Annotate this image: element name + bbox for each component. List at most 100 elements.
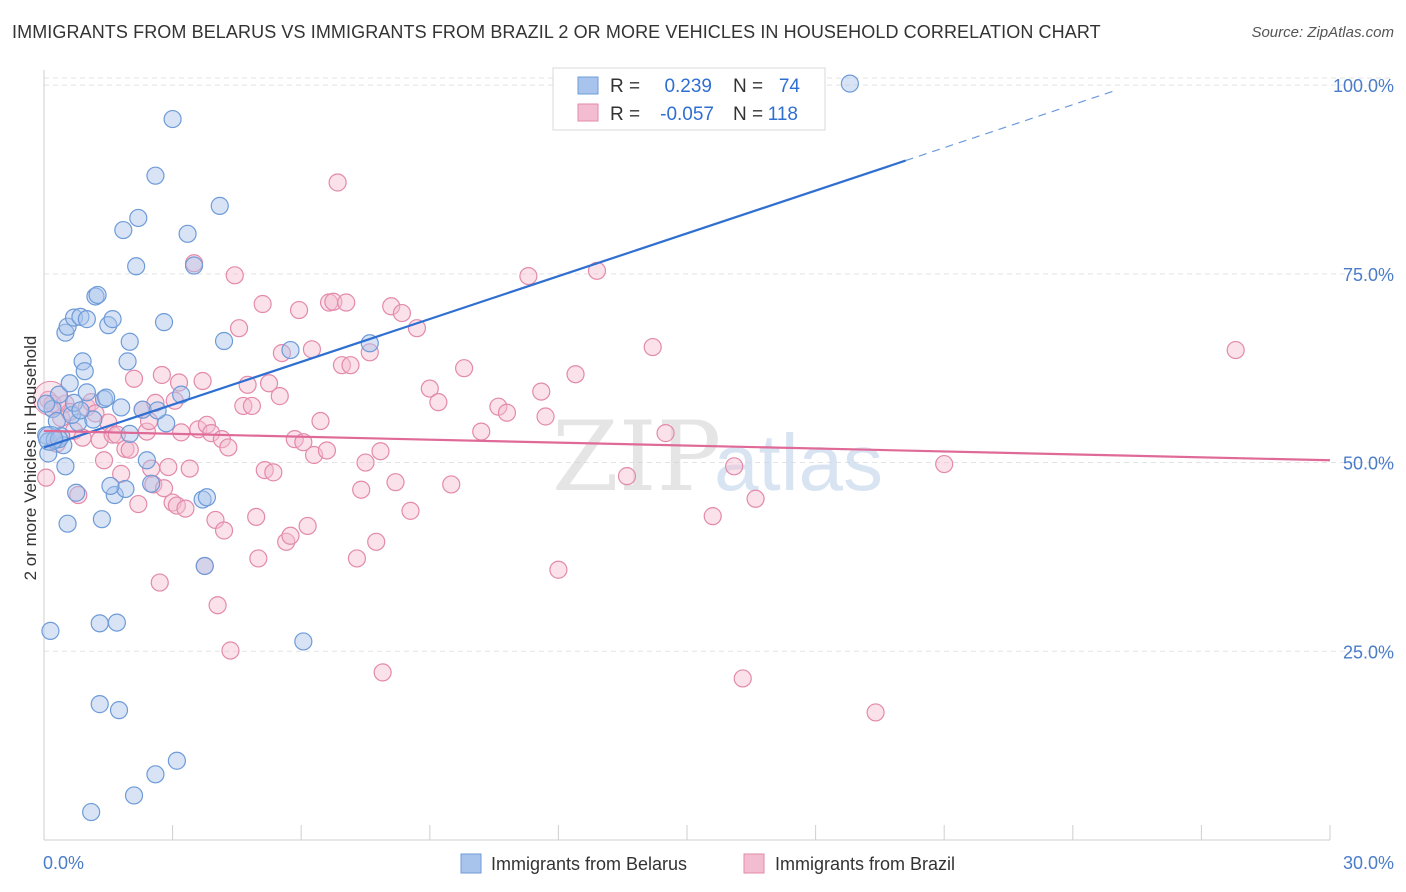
data-point [60,374,79,393]
data-point [643,337,662,357]
data-point [49,385,69,404]
data-point [253,294,272,314]
data-point [733,669,752,688]
data-point [229,319,249,338]
y-tick-label: 50.0% [1343,454,1394,474]
data-point [94,451,114,470]
legend-n-belarus: 74 [779,76,801,97]
data-point [566,365,585,384]
data-point [259,374,279,393]
data-point [197,415,216,434]
trend-lines [43,89,1331,462]
data-point [127,257,146,276]
data-point [454,359,474,378]
data-point [64,393,84,413]
series-legend: Immigrants from Belarus Immigrants from … [460,853,955,874]
data-point [656,424,675,443]
data-point [360,334,379,353]
data-point [109,701,129,720]
data-point [298,516,317,536]
data-point [866,703,885,722]
data-point [178,224,197,243]
data-point [146,765,165,784]
data-point [210,196,229,215]
data-point [536,407,555,426]
data-point [214,331,234,351]
data-point [208,596,227,615]
data-point [352,480,371,499]
data-point [549,560,568,579]
data-point [103,310,122,329]
data-point [221,641,240,660]
data-point [84,410,103,429]
data-point [519,266,538,286]
x-tick-label-max: 30.0% [1343,853,1394,873]
bottom-legend-belarus: Immigrants from Belarus [491,854,687,874]
data-point [193,371,212,391]
data-point [152,365,171,385]
data-point [429,393,448,412]
data-point [367,532,386,551]
data-point [337,293,356,312]
data-point [163,109,182,129]
data-point [41,621,60,640]
legend-r-label: R = [610,76,640,97]
data-point [497,403,517,422]
data-point [725,457,744,476]
y-tick-label: 75.0% [1343,265,1394,285]
watermark-zip: ZIP [552,401,721,513]
data-point [107,425,126,444]
data-point [75,362,94,381]
data-point [219,438,238,457]
data-point [67,483,86,502]
legend-r-label-2: R = [610,104,640,125]
data-point [184,256,204,275]
data-point [120,332,139,351]
data-point [281,340,300,360]
data-point [69,485,88,505]
data-point [167,751,186,770]
data-point [197,488,216,507]
data-point [270,387,289,406]
data-point [71,401,90,420]
data-point [159,457,178,477]
data-point [225,266,244,285]
data-point [249,549,268,568]
data-point [386,473,405,492]
legend-swatch-brazil [577,103,599,122]
data-point [420,379,439,398]
x-tick-label-min: 0.0% [43,853,84,873]
data-point [840,74,859,93]
data-point [472,422,491,441]
data-point [341,356,360,375]
brazil-points [32,173,1245,722]
data-point [150,573,169,592]
data-point [247,507,266,527]
data-point [371,442,390,461]
legend-r-belarus: 0.239 [664,76,712,97]
bottom-legend-swatch-belarus [460,853,482,874]
data-point [202,424,221,443]
bottom-legend-brazil: Immigrants from Brazil [775,854,955,874]
y-tick-label: 100.0% [1333,76,1394,96]
data-point [88,285,107,305]
data-point [324,292,343,311]
bottom-legend-swatch-brazil [743,853,765,874]
data-point [124,786,144,805]
data-point [195,556,214,576]
trend-line-belarus [43,159,906,449]
trend-line-belarus-extension [905,89,1116,162]
data-point [382,297,401,316]
data-point [401,501,420,520]
data-point [105,485,124,505]
data-point [281,526,300,545]
data-point [214,521,234,540]
data-point [82,802,101,822]
chart-title: IMMIGRANTS FROM BELARUS VS IMMIGRANTS FR… [12,22,1101,42]
y-tick-label: 25.0% [1343,642,1394,662]
data-point [180,459,199,478]
data-point [356,453,375,472]
data-point [311,411,330,431]
data-point [114,220,133,240]
